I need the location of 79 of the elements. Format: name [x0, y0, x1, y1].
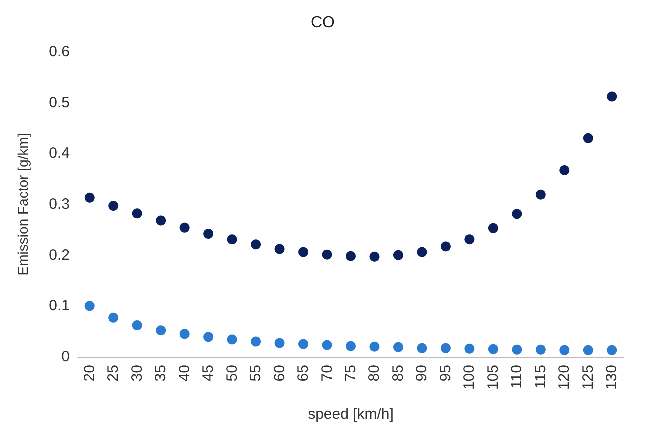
point	[512, 209, 522, 220]
point	[156, 326, 166, 336]
point	[180, 222, 190, 233]
point	[322, 250, 332, 260]
point	[417, 343, 428, 354]
point	[346, 341, 356, 352]
point	[156, 216, 166, 226]
x-tick-label: 60	[271, 365, 288, 382]
x-tick-label: 90	[414, 365, 431, 382]
x-tick-label: 50	[224, 365, 241, 382]
y-tick-label: 0	[62, 348, 70, 366]
x-tick-label: 120	[556, 365, 574, 390]
x-tick-label: 95	[437, 365, 454, 382]
point	[417, 247, 428, 258]
x-tick-label: 80	[366, 365, 384, 382]
point	[464, 344, 475, 354]
point	[322, 340, 332, 350]
point	[370, 252, 380, 262]
x-tick-label: 35	[152, 365, 170, 382]
point	[346, 251, 356, 262]
point	[512, 344, 522, 355]
x-tick-label: 20	[81, 365, 98, 382]
point	[464, 234, 475, 245]
x-tick-label: 30	[128, 365, 146, 382]
point	[560, 165, 570, 176]
point	[393, 342, 404, 352]
x-tick-label: 25	[105, 365, 122, 382]
x-tick-label: 100	[461, 365, 478, 390]
y-tick-label: 0.2	[49, 246, 70, 264]
point	[84, 301, 95, 312]
point	[204, 228, 214, 239]
point	[251, 240, 262, 250]
point	[583, 345, 594, 356]
y-tick-label: 0.6	[49, 44, 70, 60]
x-tick-label: 45	[200, 365, 218, 382]
point	[440, 343, 451, 354]
x-tick-label: 55	[248, 365, 265, 382]
x-tick-label: 85	[390, 365, 407, 382]
point	[488, 223, 498, 234]
y-tick-label: 0.1	[49, 298, 70, 315]
point	[84, 192, 95, 203]
y-tick-label: 0.5	[49, 94, 70, 112]
point	[607, 345, 618, 356]
x-tick-label: 65	[295, 365, 312, 382]
point	[132, 320, 142, 330]
x-tick-label: 110	[508, 365, 526, 389]
x-tick-label: 105	[484, 365, 502, 390]
y-tick-label: 0.3	[49, 196, 70, 213]
point	[298, 339, 309, 350]
y-axis-title: Emission Factor [g/km]	[15, 133, 31, 276]
point	[180, 329, 190, 340]
point	[560, 345, 570, 356]
point	[393, 250, 404, 260]
point	[536, 190, 546, 200]
point	[607, 92, 618, 102]
point	[274, 338, 285, 348]
point	[583, 133, 594, 144]
point	[488, 344, 498, 354]
point	[440, 242, 451, 252]
point	[132, 208, 142, 219]
x-axis-title: speed [km/h]	[308, 406, 394, 423]
x-tick-label: 40	[176, 365, 194, 382]
point	[370, 342, 380, 352]
point	[227, 334, 238, 345]
point	[108, 312, 119, 323]
point	[274, 244, 285, 254]
point	[536, 344, 546, 355]
x-tick-label: 130	[604, 365, 621, 390]
point	[227, 234, 238, 245]
x-tick-label: 70	[318, 365, 336, 382]
point	[298, 247, 309, 258]
x-tick-label: 125	[580, 365, 597, 390]
chart-title: CO	[311, 14, 335, 32]
point	[204, 332, 214, 342]
point	[108, 201, 119, 212]
x-tick-label: 115	[532, 365, 550, 389]
y-tick-label: 0.4	[49, 145, 70, 162]
x-tick-label: 75	[342, 365, 360, 382]
point	[251, 336, 262, 347]
